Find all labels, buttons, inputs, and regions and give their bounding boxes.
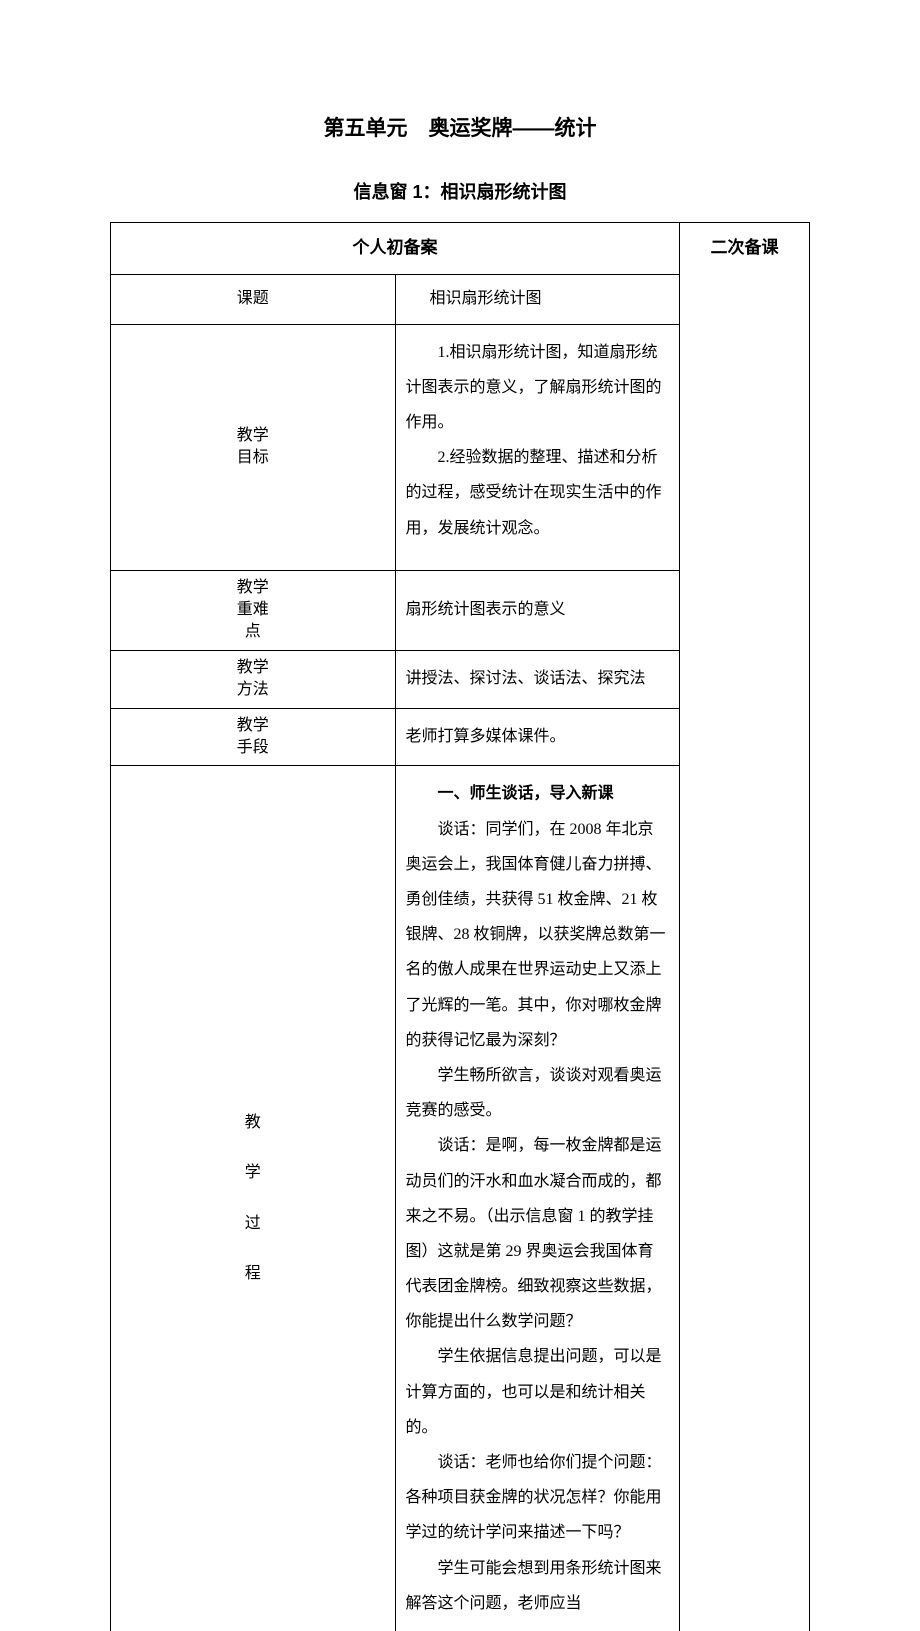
label-process-char-2: 学 — [245, 1162, 261, 1184]
label-means: 教学手段 — [111, 708, 396, 766]
keypoints-text: 扇形统计图表示的意义 — [406, 601, 566, 618]
objective-para-1: 1.相识扇形统计图，知道扇形统计图表示的意义，了解扇形统计图的作用。 — [406, 335, 670, 441]
header-main: 个人初备案 — [111, 223, 680, 275]
content-keypoints: 扇形统计图表示的意义 — [395, 570, 680, 650]
process-para-5: 谈话：老师也给你们提个问题：各种项目获金牌的状况怎样？你能用学过的统计学问来描述… — [406, 1445, 670, 1551]
process-para-1: 谈话：同学们，在 2008 年北京奥运会上，我国体育健儿奋力拼搏、勇创佳绩，共获… — [406, 812, 670, 1058]
label-objectives-text: 教学目标 — [113, 425, 393, 470]
label-process-text: 教 学 过 程 — [113, 1112, 393, 1286]
means-text: 老师打算多媒体课件。 — [406, 728, 566, 745]
label-process: 教 学 过 程 — [111, 766, 396, 1631]
section-subtitle: 信息窗 1：相识扇形统计图 — [110, 176, 810, 208]
label-objectives: 教学目标 — [111, 324, 396, 570]
label-process-char-1: 教 — [245, 1112, 261, 1134]
header-notes: 二次备课 — [680, 223, 810, 1631]
content-methods: 讲授法、探讨法、谈话法、探究法 — [395, 650, 680, 708]
content-means: 老师打算多媒体课件。 — [395, 708, 680, 766]
unit-title: 第五单元 奥运奖牌——统计 — [110, 110, 810, 148]
process-para-6: 学生可能会想到用条形统计图来解答这个问题，老师应当 — [406, 1551, 670, 1621]
lesson-plan-table: 个人初备案 二次备课 课题 相识扇形统计图 教学目标 1.相识扇形统计图，知道扇… — [110, 222, 810, 1631]
table-header-row: 个人初备案 二次备课 — [111, 223, 810, 275]
label-keypoints-text: 教学重难点 — [113, 577, 393, 644]
process-para-4: 学生依据信息提出问题，可以是计算方面的，也可以是和统计相关的。 — [406, 1339, 670, 1445]
topic-text: 相识扇形统计图 — [406, 285, 670, 314]
process-para-3: 谈话：是啊，每一枚金牌都是运动员们的汗水和血水凝合而成的，都来之不易。（出示信息… — [406, 1128, 670, 1339]
methods-text: 讲授法、探讨法、谈话法、探究法 — [406, 670, 646, 687]
label-process-char-3: 过 — [245, 1213, 261, 1235]
content-objectives: 1.相识扇形统计图，知道扇形统计图表示的意义，了解扇形统计图的作用。 2.经验数… — [395, 324, 680, 570]
label-means-text: 教学手段 — [113, 715, 393, 760]
label-methods: 教学方法 — [111, 650, 396, 708]
content-process: 一、师生谈话，导入新课 谈话：同学们，在 2008 年北京奥运会上，我国体育健儿… — [395, 766, 680, 1631]
content-topic: 相识扇形统计图 — [395, 274, 680, 324]
label-keypoints: 教学重难点 — [111, 570, 396, 650]
label-topic-text: 课题 — [113, 288, 393, 310]
label-topic: 课题 — [111, 274, 396, 324]
process-para-2: 学生畅所欲言，谈谈对观看奥运竞赛的感受。 — [406, 1058, 670, 1128]
label-process-char-4: 程 — [245, 1263, 261, 1285]
label-methods-text: 教学方法 — [113, 657, 393, 702]
objective-para-2: 2.经验数据的整理、描述和分析的过程，感受统计在现实生活中的作用，发展统计观念。 — [406, 440, 670, 546]
process-heading: 一、师生谈话，导入新课 — [406, 776, 670, 811]
